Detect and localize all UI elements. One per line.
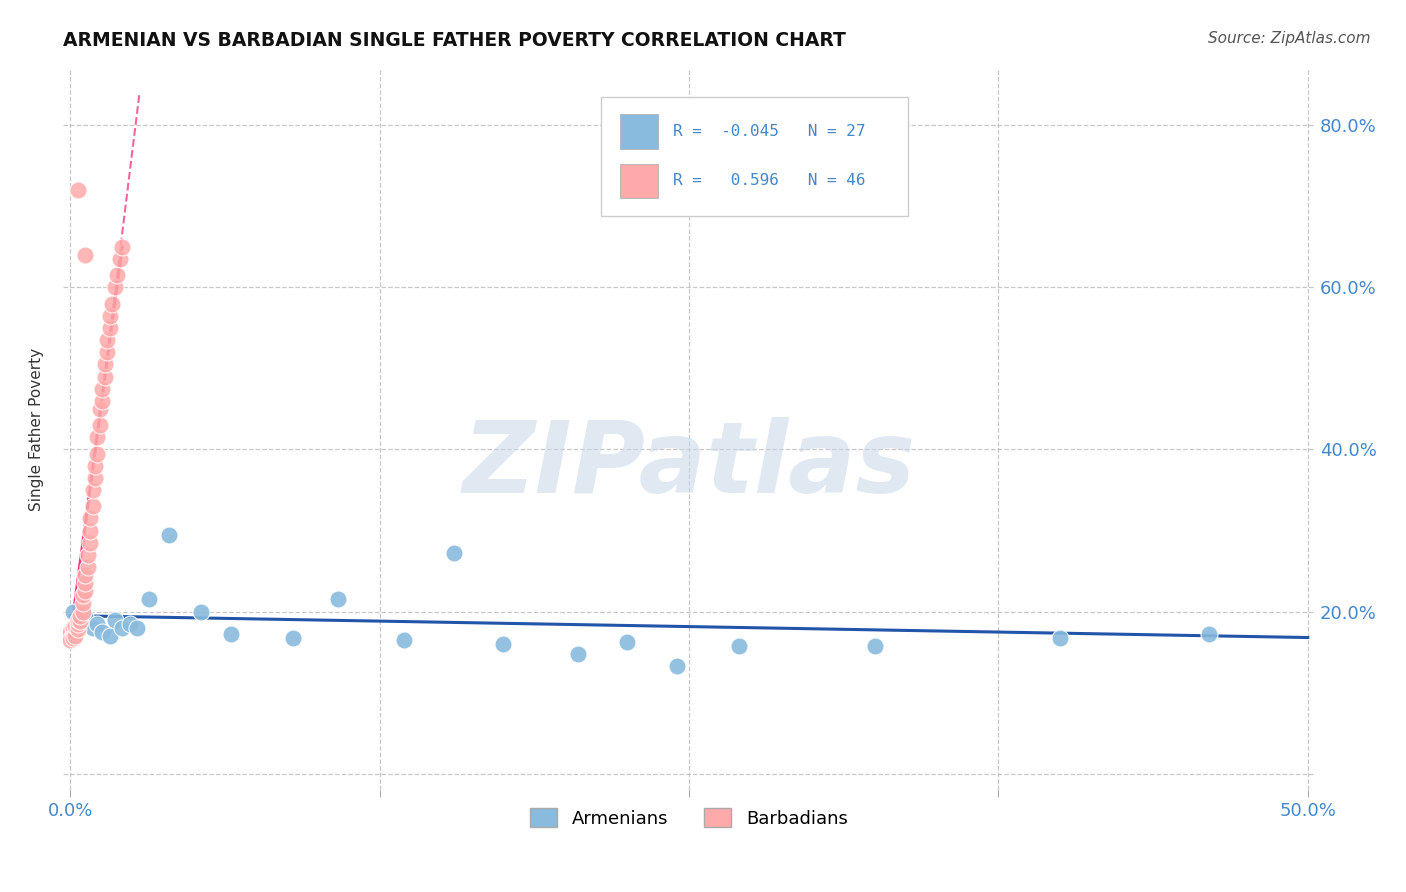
- Point: [82, 483, 104, 497]
- Point: [118, 616, 141, 631]
- Point: [105, 268, 128, 283]
- Legend: Armenians, Barbadians: Armenians, Barbadians: [523, 801, 855, 835]
- Point: [567, 647, 589, 661]
- Point: [727, 640, 749, 654]
- Point: [89, 418, 111, 433]
- Point: [616, 635, 638, 649]
- Point: [104, 613, 127, 627]
- Point: [79, 511, 101, 525]
- Point: [394, 632, 416, 647]
- Point: [72, 605, 94, 619]
- Point: [66, 623, 89, 637]
- Point: [190, 605, 212, 619]
- Text: ARMENIAN VS BARBADIAN SINGLE FATHER POVERTY CORRELATION CHART: ARMENIAN VS BARBADIAN SINGLE FATHER POVE…: [63, 31, 846, 50]
- Point: [72, 588, 94, 602]
- Point: [63, 624, 86, 639]
- Point: [59, 629, 82, 643]
- Point: [492, 637, 515, 651]
- Point: [281, 631, 304, 645]
- Point: [94, 369, 117, 384]
- Point: [111, 240, 134, 254]
- Point: [75, 584, 97, 599]
- Point: [84, 471, 107, 485]
- Point: [66, 616, 89, 631]
- Point: [89, 401, 111, 416]
- Point: [1049, 632, 1071, 646]
- Point: [59, 624, 82, 639]
- Point: [665, 659, 688, 673]
- Point: [108, 252, 131, 266]
- Text: R =   0.596   N = 46: R = 0.596 N = 46: [672, 173, 865, 188]
- Point: [138, 592, 160, 607]
- Point: [91, 393, 114, 408]
- Point: [86, 430, 108, 444]
- Bar: [620, 114, 658, 149]
- Point: [63, 629, 86, 643]
- Point: [98, 321, 121, 335]
- Point: [86, 616, 108, 631]
- Point: [84, 458, 107, 473]
- Point: [79, 535, 101, 549]
- Point: [219, 627, 242, 641]
- Point: [863, 639, 886, 653]
- Bar: [620, 163, 658, 198]
- Point: [98, 309, 121, 323]
- Point: [82, 500, 104, 514]
- Point: [75, 568, 97, 582]
- Point: [1198, 627, 1220, 641]
- Point: [72, 597, 94, 611]
- Point: [63, 619, 86, 633]
- Point: [86, 446, 108, 460]
- Point: [111, 621, 134, 635]
- Point: [69, 613, 91, 627]
- Point: [69, 615, 91, 629]
- Point: [326, 592, 349, 607]
- Point: [66, 613, 89, 627]
- Point: [62, 621, 84, 635]
- Point: [104, 280, 127, 294]
- Point: [62, 605, 84, 619]
- Point: [66, 183, 89, 197]
- Point: [75, 576, 97, 591]
- Text: R =  -0.045   N = 27: R = -0.045 N = 27: [672, 124, 865, 139]
- Point: [75, 248, 97, 262]
- Point: [94, 357, 117, 371]
- Point: [59, 632, 82, 647]
- Point: [101, 296, 124, 310]
- Point: [98, 629, 121, 643]
- Point: [125, 621, 148, 635]
- Point: [96, 333, 118, 347]
- Point: [62, 627, 84, 641]
- Point: [79, 524, 101, 538]
- Point: [91, 624, 114, 639]
- Point: [75, 608, 97, 623]
- Text: ZIPatlas: ZIPatlas: [463, 417, 915, 514]
- Y-axis label: Single Father Poverty: Single Father Poverty: [30, 348, 44, 511]
- Point: [62, 631, 84, 645]
- Point: [76, 560, 98, 574]
- Point: [69, 608, 91, 623]
- Point: [76, 548, 98, 562]
- Point: [443, 546, 465, 560]
- Point: [96, 345, 118, 359]
- Point: [91, 382, 114, 396]
- Point: [157, 527, 180, 541]
- FancyBboxPatch shape: [602, 97, 908, 217]
- Point: [82, 621, 104, 635]
- Text: Source: ZipAtlas.com: Source: ZipAtlas.com: [1208, 31, 1371, 46]
